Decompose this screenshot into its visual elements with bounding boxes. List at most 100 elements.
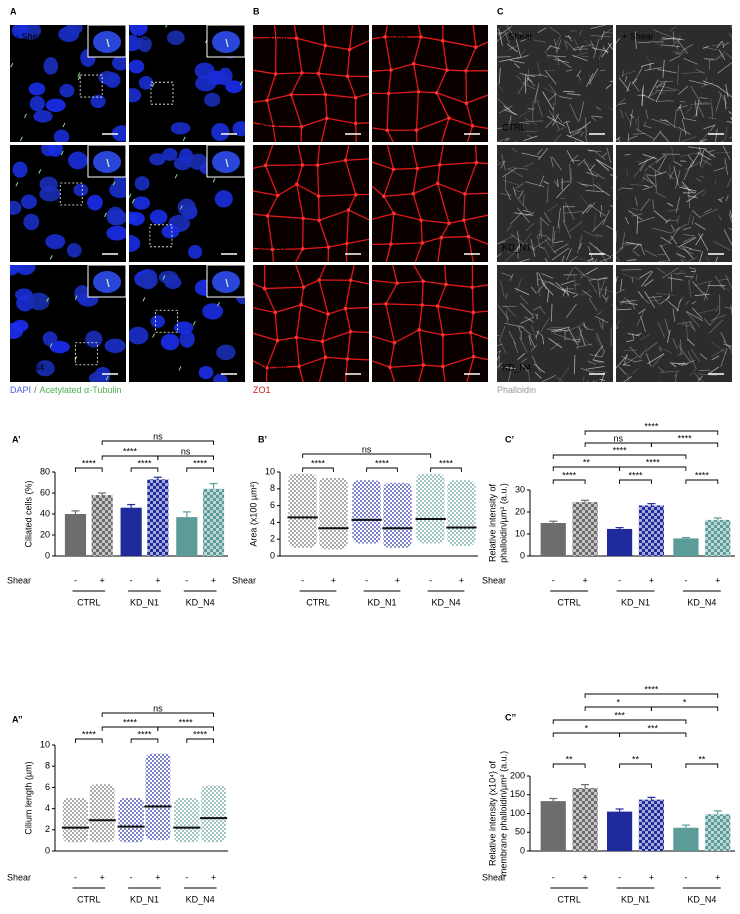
fiber [658, 381, 661, 382]
nucleus [53, 129, 70, 142]
cilium [19, 136, 23, 142]
junction [386, 145, 395, 170]
fiber [709, 319, 723, 334]
junction-node [394, 385, 398, 389]
fiber [713, 167, 725, 172]
junction [298, 356, 326, 367]
junction-node [442, 25, 443, 26]
fiber [556, 126, 567, 132]
fiber [682, 226, 692, 231]
junction [253, 69, 276, 75]
junction [253, 190, 278, 197]
junction [473, 22, 490, 23]
x-tick-label: CTRL [306, 597, 330, 607]
fiber [528, 335, 532, 346]
junction [412, 265, 424, 282]
junction [387, 69, 392, 94]
junction [347, 75, 369, 78]
nucleus [138, 75, 154, 90]
shear-sign: - [365, 575, 368, 585]
junction-node [295, 182, 299, 186]
fiber [577, 158, 586, 167]
junction [301, 117, 328, 128]
bar [91, 495, 113, 556]
cilium [225, 158, 229, 168]
fiber [538, 278, 555, 285]
cilium [106, 158, 110, 168]
fiber [627, 259, 637, 261]
fiber [616, 306, 618, 312]
micrograph [253, 25, 369, 142]
junction-node [444, 282, 448, 287]
fiber [687, 350, 697, 369]
fiber [675, 245, 694, 255]
junction [393, 167, 418, 170]
junction-node [382, 194, 386, 199]
fiber [578, 140, 580, 142]
bar [120, 507, 142, 556]
junction-node [447, 116, 451, 120]
fiber [676, 253, 686, 258]
fiber [633, 244, 639, 250]
fiber [677, 104, 682, 111]
cilium [239, 80, 243, 86]
fiber [596, 332, 605, 351]
fiber [652, 353, 665, 367]
fiber [644, 158, 660, 172]
fiber [588, 257, 594, 262]
junction [317, 45, 326, 74]
fiber [655, 292, 675, 296]
shear-label: Shear [7, 575, 31, 585]
x-tick-label: CTRL [557, 894, 581, 904]
junction [297, 145, 304, 166]
nucleus [158, 270, 179, 284]
fiber [506, 224, 512, 233]
fiber [632, 303, 636, 310]
y-tick-label: 100 [510, 808, 525, 818]
inset-box [74, 342, 98, 366]
fiber [686, 324, 688, 341]
fiber [616, 260, 620, 262]
fiber [574, 275, 577, 296]
fiber [693, 372, 701, 381]
significance-label: ns [613, 433, 623, 443]
nucleus [90, 94, 106, 109]
background [497, 145, 613, 262]
fiber [589, 277, 609, 281]
junction [247, 170, 248, 190]
junction [437, 305, 444, 336]
point-cloud [89, 784, 115, 843]
bar [673, 538, 699, 556]
junction [372, 360, 391, 368]
shear-sign: + [582, 872, 587, 882]
fiber [699, 139, 705, 142]
fiber [715, 128, 718, 142]
fiber [672, 51, 685, 53]
fiber [643, 121, 647, 127]
fiber [624, 111, 632, 125]
y-axis-label: Relative intensity of [487, 483, 497, 562]
cilium [74, 356, 78, 361]
junction-node [343, 384, 347, 388]
significance-bracket [101, 440, 214, 445]
junction [447, 394, 464, 396]
fiber [705, 256, 711, 262]
fiber [589, 164, 596, 171]
fiber [593, 183, 611, 197]
junction [244, 190, 248, 213]
cilium [46, 297, 50, 303]
junction [304, 385, 318, 387]
junction [444, 265, 447, 285]
fiber [545, 118, 555, 129]
x-tick-label: KD_N1 [621, 597, 650, 607]
shear-sign: + [155, 575, 160, 585]
junction [423, 364, 443, 368]
fiber [684, 246, 693, 250]
junction [253, 282, 265, 290]
junction-node [441, 333, 445, 337]
junction-node [439, 235, 444, 240]
junction-node [492, 390, 496, 394]
fiber [681, 245, 694, 259]
fiber [548, 83, 557, 95]
fiber [729, 210, 732, 220]
